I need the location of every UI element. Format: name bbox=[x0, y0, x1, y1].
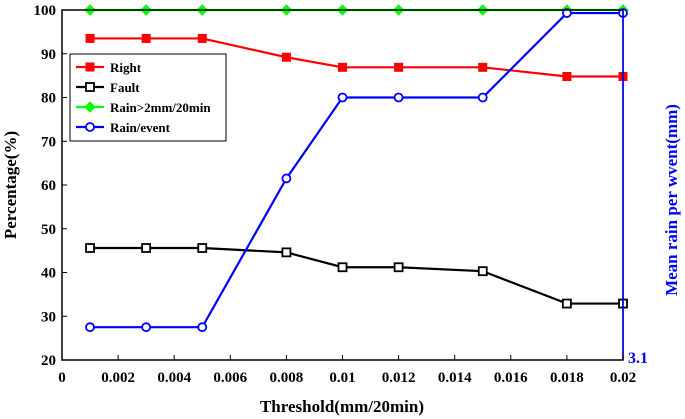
data-point-right bbox=[394, 62, 404, 72]
legend-label: Right bbox=[110, 60, 142, 75]
y-tick-label: 70 bbox=[41, 134, 56, 150]
y2-axis-label: Mean rain per wvent(mm) bbox=[662, 104, 681, 296]
legend-swatch-marker bbox=[85, 122, 95, 132]
data-point-fault bbox=[337, 262, 348, 273]
y-tick-label: 40 bbox=[41, 266, 56, 282]
data-point-right bbox=[478, 62, 488, 72]
y-tick-label: 80 bbox=[41, 91, 56, 107]
legend-swatch-marker bbox=[85, 62, 95, 72]
data-point-fault bbox=[477, 266, 488, 277]
data-point-rain-event bbox=[197, 322, 208, 333]
y2-tick-label: 3.1 bbox=[628, 350, 648, 367]
series-rain-event bbox=[85, 8, 628, 333]
legend-label: Rain>2mm/20min bbox=[110, 100, 211, 115]
data-point-right bbox=[85, 33, 95, 43]
data-point-rain-event bbox=[85, 322, 95, 333]
x-tick-label: 0.002 bbox=[101, 370, 135, 386]
data-point-right bbox=[338, 62, 347, 72]
data-point-right bbox=[562, 72, 572, 81]
y-tick-label: 30 bbox=[41, 309, 56, 325]
data-point-rain-event bbox=[393, 92, 404, 103]
data-point-fault bbox=[85, 243, 95, 253]
legend: Right Fault Rain>2mm/20min Rain/event bbox=[69, 53, 227, 142]
data-point-fault bbox=[197, 243, 208, 253]
x-tick-label: 0.016 bbox=[494, 370, 528, 386]
y-tick-label: 50 bbox=[41, 222, 56, 238]
data-point-right bbox=[281, 52, 291, 62]
x-tick-label: 0.012 bbox=[382, 370, 416, 386]
y-tick-label: 100 bbox=[34, 3, 57, 19]
data-point-rain-event bbox=[477, 92, 488, 103]
x-tick-label: 0.01 bbox=[329, 370, 355, 386]
data-point-rain-event bbox=[141, 322, 152, 333]
data-point-right bbox=[197, 33, 207, 43]
data-point-rain-event bbox=[562, 8, 572, 18]
data-point-fault bbox=[393, 262, 404, 273]
y-tick-label: 90 bbox=[41, 47, 56, 63]
ticks-layer: 0 0.002 0.004 0.006 0.008 0.01 0.012 0.014 0.016… bbox=[34, 3, 637, 386]
legend-items: Right Fault Rain>2mm/20min Rain/event bbox=[76, 60, 211, 135]
data-point-rain-event bbox=[281, 173, 292, 184]
legend-swatch-marker bbox=[85, 82, 95, 92]
legend-label: Rain/event bbox=[110, 120, 171, 135]
x-axis-label: Threshold(mm/20min) bbox=[260, 397, 424, 416]
legend-item-right: Right bbox=[76, 60, 142, 75]
x-tick-label: 0.008 bbox=[270, 370, 304, 386]
x-tick-label: 0.004 bbox=[157, 370, 191, 386]
data-point-fault bbox=[562, 298, 572, 309]
legend-item-rain-2mm-20min: Rain>2mm/20min bbox=[76, 100, 211, 115]
legend-item-fault: Fault bbox=[76, 80, 140, 95]
x-tick-label: 0.02 bbox=[610, 370, 636, 386]
x-tick-label: 0 bbox=[58, 370, 66, 386]
y-tick-label: 60 bbox=[41, 178, 56, 194]
x-tick-label: 0.014 bbox=[438, 370, 472, 386]
legend-item-rain-event: Rain/event bbox=[76, 120, 171, 135]
legend-label: Fault bbox=[110, 80, 140, 95]
x-tick-label: 0.006 bbox=[213, 370, 247, 386]
y-tick-label: 20 bbox=[41, 353, 56, 369]
data-point-right bbox=[141, 33, 151, 43]
data-point-fault bbox=[141, 243, 152, 253]
legend-swatch-marker bbox=[84, 101, 96, 113]
data-point-fault bbox=[281, 247, 292, 258]
data-point-rain-event bbox=[337, 92, 348, 103]
y-axis-label: Percentage(%) bbox=[1, 131, 20, 239]
x-tick-label: 0.018 bbox=[550, 370, 584, 386]
